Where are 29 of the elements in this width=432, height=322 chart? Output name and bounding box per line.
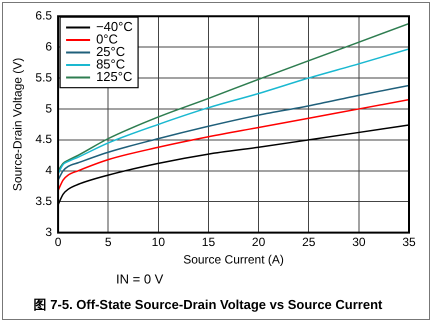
x-tick-label: 5 [104, 235, 112, 250]
legend-label: −40°C [96, 19, 133, 34]
x-axis-title: Source Current (A) [183, 252, 284, 267]
legend-label: 125°C [96, 69, 132, 84]
text: IN = 0 V [116, 272, 164, 287]
x-tick-label: 25 [302, 235, 316, 250]
x-tick-label: 30 [352, 235, 366, 250]
x-tick-label: 20 [252, 235, 266, 250]
y-tick-label: 3.5 [35, 194, 52, 208]
y-axis-title: Source-Drain Voltage (V) [10, 58, 25, 192]
line-series [58, 22, 409, 172]
x-tick-label: 15 [202, 235, 216, 250]
x-tick-label: 0 [54, 235, 62, 250]
x-tick-label: 35 [402, 235, 416, 250]
y-tick-label: 4.5 [35, 132, 52, 146]
line-series [58, 48, 409, 175]
y-tick-label: 6.5 [35, 8, 52, 23]
line-series [58, 84, 409, 181]
x-tick-label: 10 [152, 235, 166, 250]
y-tick-label: 6 [45, 39, 52, 54]
legend-label: 0°C [96, 32, 118, 47]
y-tick-label: 4 [45, 163, 52, 178]
y-tick-label: 3 [45, 224, 52, 239]
legend-label: 25°C [96, 44, 126, 60]
y-tick-label: 5.5 [35, 70, 52, 84]
text: 图 7-5. Off-State Source-Drain Voltage vs Source Current [34, 296, 384, 312]
line-series [58, 98, 409, 192]
legend-label: 85°C [96, 56, 126, 72]
y-tick-label: 5 [45, 101, 52, 116]
